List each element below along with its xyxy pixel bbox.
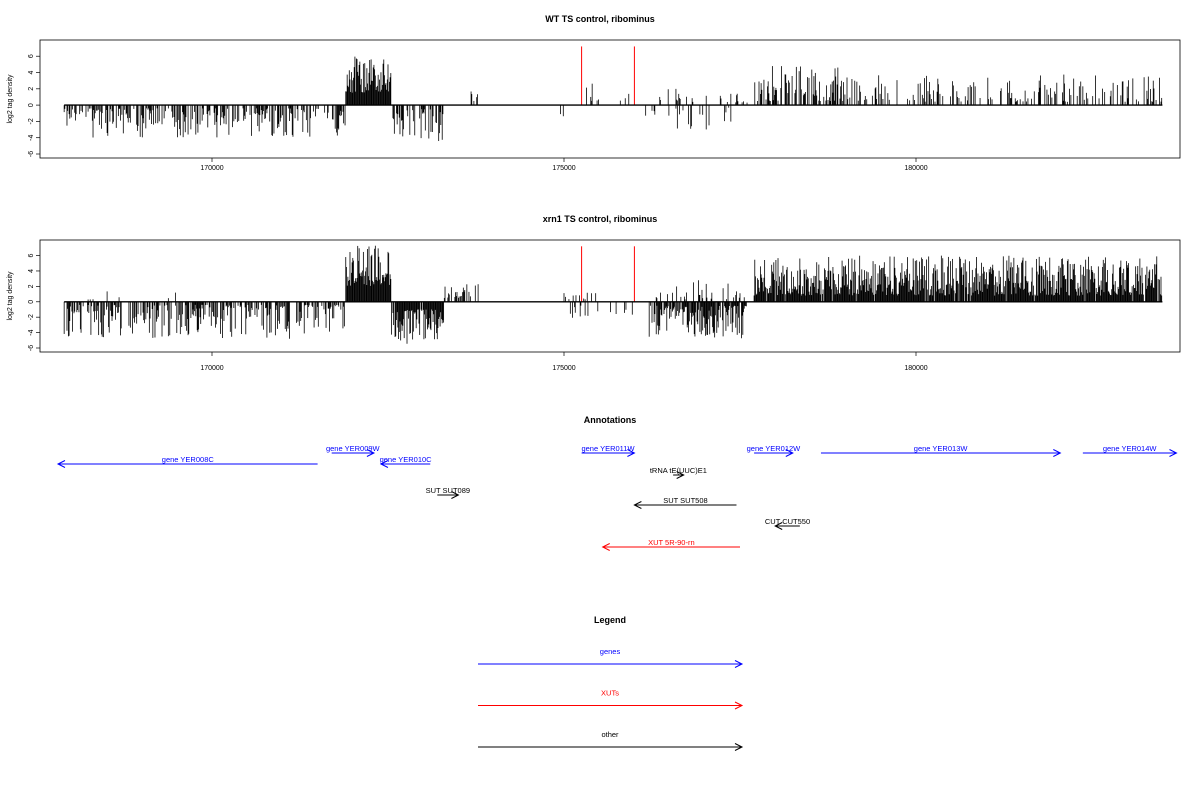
annotation-label: gene YER009W bbox=[326, 444, 381, 453]
plot-frame bbox=[39, 39, 1181, 159]
x-tick-label: 170000 bbox=[200, 365, 223, 372]
annotation-feature: SUT SUT089 bbox=[426, 486, 470, 499]
legend-entry: other bbox=[478, 730, 744, 751]
annotation-feature: gene YER010C bbox=[379, 455, 433, 468]
arrow-head bbox=[1053, 449, 1062, 457]
annotation-label: SUT SUT089 bbox=[426, 486, 470, 495]
y-tick-label: 0 bbox=[28, 300, 35, 304]
bar-series bbox=[63, 245, 1163, 344]
legend-title: Legend bbox=[594, 615, 626, 625]
legend-entry: XUTs bbox=[478, 689, 744, 710]
y-tick-label: 6 bbox=[28, 254, 35, 258]
annotation-feature: gene YER009W bbox=[326, 444, 381, 457]
annotation-feature: gene YER011W bbox=[581, 444, 636, 457]
panel-1: WT TS control, ribominus log2 tag density… bbox=[7, 14, 1181, 172]
y-tick-label: -4 bbox=[28, 134, 35, 140]
x-tick-label: 180000 bbox=[904, 165, 927, 172]
y-tick-label: 6 bbox=[28, 54, 35, 58]
y-axis-label: log2 tag density bbox=[7, 271, 14, 321]
y-tick-label: -6 bbox=[28, 345, 35, 351]
arrow-head bbox=[379, 460, 389, 468]
arrow-head bbox=[734, 660, 744, 668]
annotation-label: tRNA tE(UUC)E1 bbox=[650, 466, 707, 475]
panel-title: WT TS control, ribominus bbox=[545, 14, 655, 24]
arrow-head bbox=[601, 543, 610, 551]
annotation-label: gene YER014W bbox=[1103, 444, 1158, 453]
arrow-head bbox=[1169, 449, 1178, 457]
legend-label: XUTs bbox=[601, 689, 619, 698]
y-tick-label: -2 bbox=[28, 118, 35, 124]
annotation-label: gene YER012W bbox=[747, 444, 802, 453]
annotation-label: XUT 5R-90-rn bbox=[648, 538, 695, 547]
y-tick-label: 2 bbox=[28, 87, 35, 91]
annotation-label: gene YER010C bbox=[380, 455, 433, 464]
annotation-feature: XUT 5R-90-rn bbox=[601, 538, 740, 551]
legend-entry: genes bbox=[478, 647, 744, 668]
arrow-head bbox=[627, 449, 636, 457]
annotation-feature: gene YER012W bbox=[747, 444, 802, 457]
annotations-panel: Annotations gene YER008C gene YER009W gene … bbox=[56, 415, 1178, 551]
arrow-head bbox=[734, 701, 744, 710]
annotations-title: Annotations bbox=[584, 415, 637, 425]
annotation-feature: CUT CUT550 bbox=[765, 517, 810, 530]
annotation-label: gene YER008C bbox=[162, 455, 215, 464]
annotation-label: CUT CUT550 bbox=[765, 517, 810, 526]
plot-frame bbox=[39, 239, 1181, 353]
arrow-head bbox=[676, 471, 685, 479]
y-tick-label: -4 bbox=[28, 329, 35, 335]
x-tick-label: 170000 bbox=[200, 165, 223, 172]
y-tick-label: 4 bbox=[28, 269, 35, 273]
annotation-feature: SUT SUT508 bbox=[633, 496, 737, 509]
legend-label: other bbox=[601, 730, 619, 739]
bar-series bbox=[63, 46, 1163, 142]
annotation-label: gene YER011W bbox=[581, 444, 635, 453]
annotation-label: gene YER013W bbox=[914, 444, 969, 453]
annotation-feature: tRNA tE(UUC)E1 bbox=[650, 466, 707, 479]
y-tick-label: -6 bbox=[28, 151, 35, 157]
y-tick-label: 2 bbox=[28, 284, 35, 288]
arrow-head bbox=[774, 522, 783, 530]
x-tick-label: 175000 bbox=[552, 365, 575, 372]
y-tick-label: 0 bbox=[28, 103, 35, 107]
arrow-head bbox=[451, 491, 460, 499]
x-tick-label: 180000 bbox=[904, 365, 927, 372]
arrow-head bbox=[785, 449, 794, 457]
annotation-label: SUT SUT508 bbox=[663, 496, 707, 505]
annotation-feature: gene YER013W bbox=[820, 444, 1062, 457]
legend-label: genes bbox=[600, 647, 621, 656]
annotation-feature: gene YER008C bbox=[56, 455, 318, 468]
arrow-head bbox=[633, 501, 642, 509]
x-tick-label: 175000 bbox=[552, 165, 575, 172]
y-tick-label: 4 bbox=[28, 70, 35, 74]
arrow-head bbox=[366, 449, 376, 457]
panel-title: xrn1 TS control, ribominus bbox=[543, 214, 658, 224]
legend-panel: Legend genes XUTs other bbox=[478, 615, 744, 751]
panel-2: xrn1 TS control, ribominus log2 tag densi… bbox=[7, 214, 1181, 372]
arrow-head bbox=[734, 743, 744, 751]
y-tick-label: -2 bbox=[28, 314, 35, 320]
annotation-feature: gene YER014W bbox=[1082, 444, 1178, 457]
arrow-head bbox=[56, 460, 66, 468]
y-axis-label: log2 tag density bbox=[7, 74, 14, 124]
